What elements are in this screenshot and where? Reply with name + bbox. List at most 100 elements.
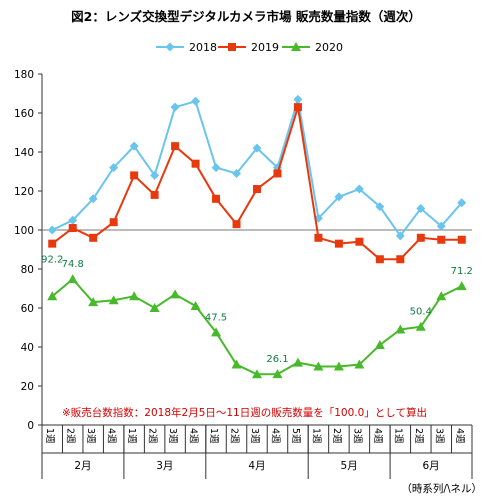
data-point-2020 (190, 301, 201, 311)
y-tick-label: 0 (27, 420, 34, 432)
week-label: 1週 (126, 428, 138, 444)
data-point-2018 (293, 94, 303, 104)
y-tick-label: 120 (14, 186, 34, 198)
week-label: 1週 (310, 428, 322, 444)
data-point-2020 (313, 361, 324, 371)
chart-note: ※販売台数指数：2018年2月5日～11日週の販売数量を「100.0」として算出 (62, 406, 427, 419)
data-point-2018 (457, 198, 467, 208)
data-point-2020 (170, 289, 181, 299)
legend-item-2019: 2019 (218, 41, 279, 54)
data-point-2018 (191, 96, 201, 106)
data-label: 26.1 (266, 354, 288, 365)
data-point-2018 (416, 204, 426, 214)
data-point-2019 (273, 169, 282, 178)
legend-label-2020: 2020 (315, 41, 343, 54)
data-point-2020 (374, 340, 385, 350)
data-point-2019 (150, 190, 159, 199)
week-label: 3週 (249, 428, 261, 444)
data-point-2020 (47, 291, 58, 301)
week-label: 2週 (413, 428, 425, 444)
y-tick-label: 20 (21, 381, 34, 393)
y-tick-label: 180 (14, 69, 34, 81)
data-point-2019 (396, 255, 405, 264)
legend-label-2019: 2019 (251, 41, 279, 54)
data-point-2019 (334, 239, 343, 248)
data-point-2018 (47, 225, 57, 235)
data-label: 92.2 (41, 255, 63, 266)
data-point-2018 (129, 141, 139, 151)
week-label: 4週 (106, 428, 118, 444)
data-point-2020 (456, 281, 467, 291)
data-point-2020 (88, 297, 99, 307)
y-tick-label: 160 (14, 108, 34, 120)
week-label: 2週 (331, 428, 343, 444)
data-point-2020 (354, 359, 365, 369)
series-2019 (48, 103, 466, 264)
data-point-2019 (130, 171, 139, 180)
data-point-2020 (272, 369, 283, 379)
week-label: 3週 (85, 428, 97, 444)
data-point-2019 (212, 194, 221, 203)
data-point-2020 (129, 291, 140, 301)
legend-label-2018: 2018 (189, 41, 217, 54)
data-point-2018 (395, 231, 405, 241)
week-label: 5週 (290, 428, 302, 444)
data-point-2018 (170, 102, 180, 112)
data-point-2019 (191, 159, 200, 168)
data-label: 71.2 (451, 266, 473, 277)
data-point-2018 (354, 184, 364, 194)
data-point-2020 (108, 295, 119, 305)
week-label: 3週 (433, 428, 445, 444)
data-point-2019 (68, 224, 77, 233)
legend-marker-2020 (291, 42, 301, 51)
week-label: 3週 (167, 428, 179, 444)
data-point-2018 (375, 202, 385, 212)
data-point-2018 (109, 163, 119, 173)
series-2020 (47, 274, 467, 379)
month-label: 6月 (422, 460, 439, 472)
week-label: 1週 (392, 428, 404, 444)
week-label: 4週 (372, 428, 384, 444)
data-point-2018 (211, 163, 221, 173)
legend-marker-2018 (165, 42, 175, 52)
chart-title: 図2：レンズ交換型デジタルカメラ市場 販売数量指数（週次） (71, 9, 421, 24)
data-point-2019 (416, 233, 425, 242)
week-label: 4週 (454, 428, 466, 444)
data-point-2018 (334, 192, 344, 202)
data-point-2019 (253, 185, 261, 194)
y-tick-label: 40 (21, 342, 34, 354)
data-point-2020 (211, 327, 222, 337)
series-2018 (47, 94, 467, 241)
data-point-2020 (67, 274, 78, 284)
data-point-2020 (395, 324, 406, 334)
data-point-2018 (232, 168, 242, 178)
y-tick-label: 80 (21, 264, 34, 276)
month-label: 5月 (341, 460, 358, 472)
legend-item-2018: 2018 (156, 41, 217, 54)
data-point-2019 (171, 142, 180, 151)
chart-source: （時系列/\ネル） (401, 482, 482, 495)
data-point-2020 (292, 357, 303, 367)
data-point-2019 (355, 237, 364, 246)
data-label: 47.5 (205, 312, 227, 323)
data-point-2018 (68, 215, 78, 225)
legend-marker-2019 (228, 43, 236, 51)
data-point-2019 (109, 218, 118, 227)
week-label: 3週 (351, 428, 363, 444)
y-tick-label: 140 (14, 147, 34, 159)
data-point-2018 (150, 170, 160, 180)
legend: 2018 2019 2020 (156, 41, 343, 54)
data-point-2019 (293, 103, 302, 112)
data-point-2020 (415, 321, 426, 331)
data-point-2018 (436, 221, 446, 231)
month-label: 4月 (248, 460, 265, 472)
data-point-2018 (88, 194, 98, 204)
y-tick-label: 100 (14, 225, 34, 237)
week-label: 1週 (44, 428, 56, 444)
data-point-2020 (436, 291, 447, 301)
week-label: 1週 (208, 428, 220, 444)
data-label: 50.4 (410, 307, 432, 318)
data-point-2020 (333, 361, 344, 371)
week-label: 4週 (188, 428, 200, 444)
